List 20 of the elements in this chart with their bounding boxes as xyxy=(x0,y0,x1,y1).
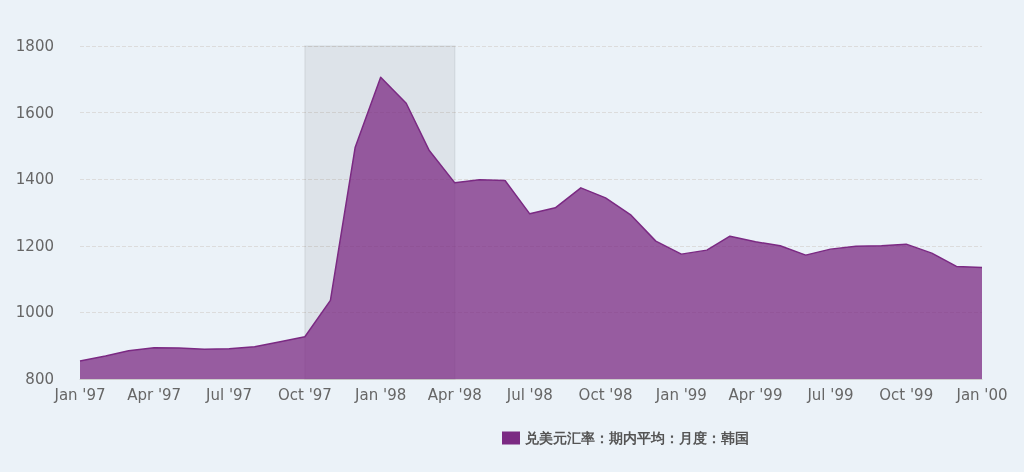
y-tick-label: 1600 xyxy=(15,103,54,122)
y-tick-label: 1000 xyxy=(15,303,54,322)
x-tick-label: Jul '97 xyxy=(205,385,253,404)
x-tick-label: Apr '98 xyxy=(427,385,482,404)
x-tick-label: Oct '98 xyxy=(578,385,633,404)
x-tick-label: Jan '98 xyxy=(354,385,407,404)
legend-label: 兑美元汇率：期内平均：月度：韩国 xyxy=(524,430,749,446)
y-tick-label: 1400 xyxy=(15,170,54,189)
x-tick-label: Oct '97 xyxy=(277,385,332,404)
x-tick-label: Apr '99 xyxy=(728,385,783,404)
y-tick-label: 800 xyxy=(25,370,54,388)
x-tick-label: Jul '99 xyxy=(806,385,854,404)
y-tick-label: 1800 xyxy=(15,37,54,55)
x-tick-label: Jan '97 xyxy=(53,385,106,404)
x-tick-label: Jul '98 xyxy=(505,385,553,404)
x-tick-label: Apr '97 xyxy=(127,385,182,404)
x-tick-label: Jan '00 xyxy=(955,385,1008,404)
y-tick-label: 1200 xyxy=(15,236,54,255)
x-tick-label: Oct '99 xyxy=(879,385,934,404)
x-tick-label: Jan '99 xyxy=(654,385,707,404)
